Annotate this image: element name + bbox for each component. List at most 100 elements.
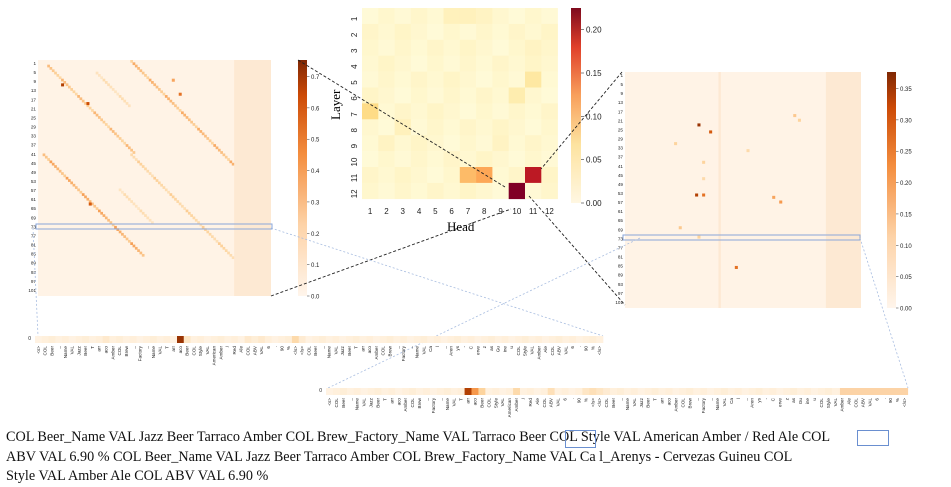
attention-weight [111,88,115,91]
strip-row-label: 0 [28,336,31,342]
heatmap-cell [362,8,379,25]
colorbar-tick-label: 0.20 [900,181,912,187]
token-weight-cell [163,336,171,343]
attention-weight [183,207,187,210]
colorbar-tick-label: 0.35 [900,87,912,93]
attention-weight [220,151,223,154]
token-weight-cell [402,388,410,395]
heatmap-cell [492,71,509,88]
token-weight-cell [95,336,103,343]
token-weight-cell [488,336,496,343]
layer-tick: 2 [350,32,359,37]
token-weight-cell [714,388,722,395]
token-weight-cell [447,336,455,343]
right-map-background [625,72,861,308]
attention-weight [93,204,97,208]
token-weight-cell [474,336,482,343]
token-weight-cell [575,388,583,395]
left-attention-map [35,60,273,296]
colorbar-tick-label: 0.00 [900,307,912,313]
token-weight-cell [506,388,514,395]
token-weight-cell [170,336,178,343]
attention-weight [146,76,150,80]
heatmap-cell [525,167,542,184]
heatmap-cell [362,71,379,88]
attention-weight [181,111,184,115]
token-weight-cell [433,336,442,343]
heatmap-cell [541,87,558,104]
attention-weight [100,211,103,215]
attention-weight [130,153,133,157]
token-weight-cell [416,388,424,395]
attention-weight [114,132,117,136]
token-weight-cell [461,336,469,343]
token-weight-cell [41,336,49,343]
attention-weight [192,123,196,126]
attention-weight [100,118,103,122]
token-label: ABV [549,397,554,407]
token-label: </s> [902,398,907,407]
token-label: VAL [556,398,561,407]
attention-weight [215,239,219,243]
heatmap-cell [362,135,379,152]
token-weight-cell [630,388,639,395]
attention-weight [134,64,138,68]
attention-weight [84,195,87,199]
token-label: VAL [833,398,838,407]
heatmap-cell [443,151,461,168]
heatmap-cell [525,151,542,168]
caption-line-3: Style VAL Amber Ale COL ABV VAL 6.90 % [6,468,269,484]
map-y-tick: 5 [33,70,36,75]
map-y-tick: 93 [618,282,624,287]
token-label: Brew [388,345,393,356]
heatmap-cell [541,167,558,184]
attention-weight [130,60,133,63]
heatmap-cell [525,55,542,72]
attention-weight [153,83,157,87]
attention-weight [127,197,131,201]
map-y-tick: 57 [618,200,624,205]
heatmap-cell [525,71,542,88]
attention-weight [132,62,136,66]
attention-weight [121,232,124,236]
attention-weight [121,97,124,101]
heatmap-cell [378,87,395,104]
attention-weight [118,230,122,234]
attention-weight [146,216,150,220]
token-weight-cell [596,336,604,343]
attention-weight [157,181,161,185]
selected-row-box [35,223,273,230]
heatmap-cell [443,119,461,136]
token-weight-cell [197,336,205,343]
right-attention-map [622,72,861,308]
left-map-y-ticks: 1591317212529333741454953576165697377818… [28,61,36,293]
attention-weight [121,190,124,194]
attention-weight [155,85,159,89]
heatmap-cell [541,39,558,56]
attention-weight [58,169,62,173]
token-label: COL [542,398,547,408]
attention-weight [95,113,99,117]
attention-weight [118,137,122,140]
token-weight-cell [603,388,611,395]
token-weight-cell [305,336,313,343]
token-weight-cell [748,388,756,395]
attention-weight [137,249,140,253]
attention-weight [54,165,57,168]
right-colorbar-ticks: 0.00 0.05 0.10 0.15 0.20 0.25 0.30 0.35 [896,87,912,313]
heatmap-cell [476,182,493,200]
heatmap-cell [492,8,509,25]
heatmap-cell [476,119,493,136]
token-label: z [784,397,789,400]
attention-weight [148,218,152,222]
heatmap-cell [525,103,542,120]
attention-weight [134,246,138,250]
token-label: 90 [279,346,284,352]
token-label: _ [438,398,443,402]
heatmap-cell [459,39,477,56]
left-colorbar-ticks: 0.0 0.1 0.2 0.3 0.4 0.5 0.6 0.7 [307,75,320,301]
heatmap-cell [541,151,558,168]
attention-weight [144,167,147,171]
token-weight-cell [231,336,239,343]
map-y-tick: 37 [31,143,37,148]
